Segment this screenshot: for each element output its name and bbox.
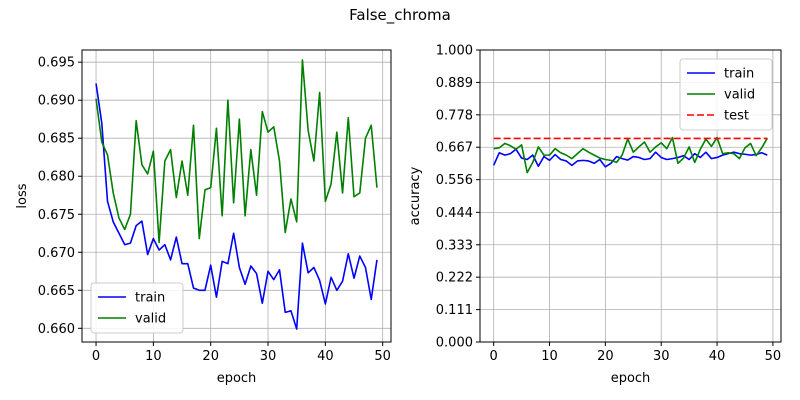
accuracy-plot-frame [479, 49, 782, 343]
accuracy-y-tick-label: 0.222 [436, 271, 473, 286]
loss-y-tick-label: 0.690 [38, 94, 75, 109]
loss-series-train-line [95, 83, 378, 330]
accuracy-x-tick-label: 10 [541, 349, 558, 364]
loss-y-ticks: 0.660 0.665 0.670 0.675 0.680 0.685 0.690 0.695 [38, 56, 82, 337]
accuracy-x-tick-label: 20 [597, 349, 614, 364]
loss-x-axis-label: epoch [217, 371, 257, 386]
loss-y-tick-label: 0.665 [38, 284, 75, 299]
accuracy-x-ticks: 0 10 20 30 40 50 [490, 342, 782, 364]
accuracy-chart-panel: 0 10 20 30 40 50 0.000 0.111 0.222 0.333 0.444 0.5… [408, 44, 782, 386]
loss-legend-box [90, 282, 184, 334]
accuracy-legend-box [679, 58, 773, 131]
loss-y-tick-label: 0.675 [38, 208, 75, 223]
loss-x-ticks: 0 10 20 30 40 50 [92, 342, 391, 364]
accuracy-y-tick-label: 0.000 [436, 336, 473, 351]
loss-x-tick-label: 30 [260, 349, 277, 364]
accuracy-grid [480, 49, 781, 343]
accuracy-legend-label-train: train [724, 67, 754, 82]
accuracy-y-tick-label: 0.333 [436, 238, 473, 253]
loss-series-valid-line [95, 59, 378, 244]
accuracy-y-tick-label: 0.556 [436, 173, 473, 188]
accuracy-legend: train valid test [679, 58, 773, 131]
loss-x-tick-label: 40 [317, 349, 334, 364]
loss-legend-label-train: train [135, 291, 165, 306]
accuracy-series-train-line [492, 148, 768, 168]
accuracy-y-axis-label: accuracy [408, 166, 423, 225]
accuracy-legend-label-test: test [724, 109, 749, 124]
loss-y-tick-label: 0.670 [38, 246, 75, 261]
accuracy-y-tick-label: 0.889 [436, 76, 473, 91]
accuracy-x-tick-label: 30 [653, 349, 670, 364]
loss-x-tick-label: 50 [374, 349, 391, 364]
loss-y-tick-label: 0.695 [38, 56, 75, 71]
loss-chart-panel: 0 10 20 30 40 50 0.6600.6650.6700.6750.6800.6… [15, 49, 392, 386]
accuracy-x-axis-label: epoch [611, 371, 651, 386]
loss-y-tick-label: 0.660 [38, 322, 75, 337]
accuracy-y-tick-label: 0.444 [436, 206, 473, 221]
loss-x-tick-label: 0 [92, 349, 100, 364]
accuracy-y-tick-label: 0.778 [436, 108, 473, 123]
loss-y-tick-label: 0.680 [38, 170, 75, 185]
loss-y-tick-label: 0.685 [38, 132, 75, 147]
accuracy-y-tick-label: 1.000 [436, 44, 473, 59]
accuracy-y-tick-label: 0.667 [436, 141, 473, 156]
figure-title: False_chroma [349, 6, 451, 25]
loss-legend-label-valid: valid [135, 312, 166, 327]
loss-y-axis-label: loss [15, 183, 30, 208]
accuracy-series-valid-line [493, 136, 769, 174]
accuracy-legend-label-valid: valid [724, 88, 755, 103]
accuracy-x-tick-label: 40 [709, 349, 726, 364]
accuracy-y-tick-label: 0.111 [436, 303, 473, 318]
loss-legend: train valid [90, 282, 184, 334]
accuracy-series-layer [492, 136, 769, 174]
loss-x-tick-label: 10 [145, 349, 162, 364]
loss-plot-frame [81, 49, 392, 343]
loss-x-tick-label: 20 [202, 349, 219, 364]
accuracy-y-ticks: 0.000 0.111 0.222 0.333 0.444 0.556 0.667 0.778… [436, 44, 480, 351]
accuracy-x-tick-label: 0 [490, 349, 498, 364]
accuracy-x-tick-label: 50 [765, 349, 782, 364]
loss-series-layer [95, 59, 378, 330]
